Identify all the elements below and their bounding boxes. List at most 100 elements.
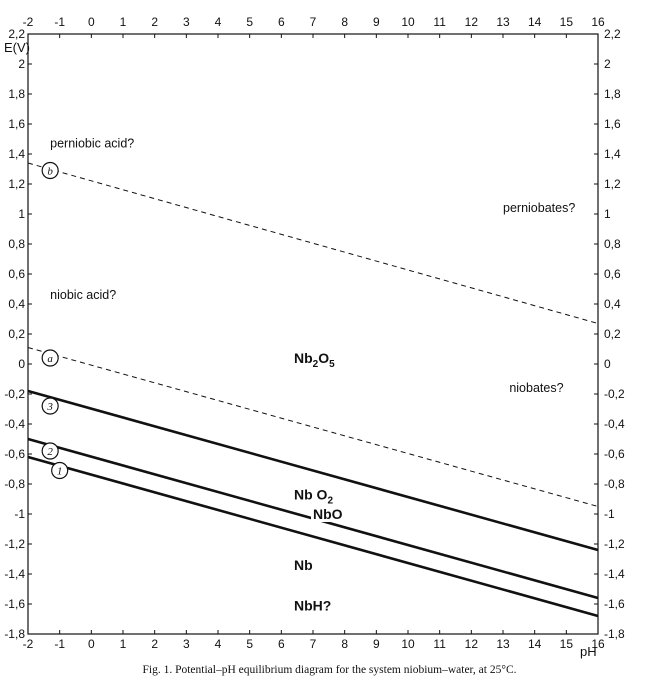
x-tick-label-bottom: 2 [151, 637, 158, 651]
line-label-circle-2 [41, 442, 59, 460]
y-tick-label-left: -0,8 [4, 477, 25, 491]
x-tick-label-bottom: 13 [496, 637, 510, 651]
species-label-bg [292, 557, 315, 573]
y-tick-label-left: -1,8 [4, 627, 25, 641]
y-tick-label-left: 0,8 [8, 237, 25, 251]
x-tick-label-bottom: 10 [401, 637, 415, 651]
x-tick-label-top: 2 [151, 15, 158, 29]
y-tick-label-right: 0,6 [604, 267, 621, 281]
y-tick-label-left: 1,6 [8, 117, 25, 131]
x-tick-label-bottom: 7 [310, 637, 317, 651]
x-tick-label-top: 0 [88, 15, 95, 29]
y-tick-label-left: 1 [18, 207, 25, 221]
x-tick-label-top: 8 [341, 15, 348, 29]
x-tick-label-bottom: 8 [341, 637, 348, 651]
line-label-b: b [47, 166, 53, 178]
line-label-circle-3 [41, 397, 59, 415]
species-label-bg [292, 597, 334, 614]
x-tick-label-bottom: 14 [528, 637, 542, 651]
region-label: niobates? [509, 381, 563, 395]
region-label: perniobic acid? [50, 137, 134, 151]
species-label-nb2o5: Nb2O5 [294, 350, 335, 370]
figure-caption: Fig. 1. Potential–pH equilibrium diagram… [142, 664, 517, 676]
x-tick-label-bottom: 16 [591, 637, 605, 651]
y-axis-title: E(V) [4, 40, 30, 55]
y-tick-label-right: 1 [604, 207, 611, 221]
y-tick-label-right: -1 [604, 507, 615, 521]
y-tick-label-right: -1,6 [604, 597, 625, 611]
x-tick-label-top: 5 [246, 15, 253, 29]
y-tick-label-left: 0,6 [8, 267, 25, 281]
y-tick-label-left: -1,4 [4, 567, 25, 581]
x-tick-label-bottom: 9 [373, 637, 380, 651]
x-tick-label-bottom: 4 [215, 637, 222, 651]
y-tick-label-right: -1,4 [604, 567, 625, 581]
line-1 [27, 455, 599, 618]
y-tick-label-right: 1,4 [604, 147, 621, 161]
line-label-circle-1 [51, 461, 69, 480]
species-label-nbo2: Nb O2 [294, 487, 333, 507]
x-tick-label-top: 16 [591, 15, 605, 29]
y-tick-label-right: 0,2 [604, 327, 621, 341]
y-tick-label-left: -1,6 [4, 597, 25, 611]
y-tick-label-right: 2 [604, 57, 611, 71]
species-label: NbH? [294, 598, 331, 614]
y-tick-label-left: 0,2 [8, 327, 25, 341]
y-tick-label-left: 2,2 [8, 27, 25, 41]
x-tick-label-bottom: 15 [560, 637, 574, 651]
x-tick-label-top: 3 [183, 15, 190, 29]
x-tick-label-top: 11 [433, 15, 446, 29]
y-tick-label-right: 0,4 [604, 297, 621, 311]
potential-ph-diagram: -2-2-1-100112233445566778899101011111212… [4, 15, 625, 659]
y-tick-label-right: 1,2 [604, 177, 621, 191]
y-tick-label-right: -1,8 [604, 627, 625, 641]
x-tick-label-bottom: 0 [88, 637, 95, 651]
axes-frame [27, 33, 599, 635]
plot-frame [27, 33, 599, 635]
y-tick-label-right: 0 [604, 357, 611, 371]
x-tick-label-top: 15 [560, 15, 574, 29]
y-tick-label-left: 0 [18, 357, 25, 371]
y-tick-label-right: -0,6 [604, 447, 625, 461]
species-label: NbO [313, 506, 343, 522]
y-tick-label-left: 1,2 [8, 177, 25, 191]
x-tick-label-top: 14 [528, 15, 542, 29]
line-3 [27, 389, 599, 552]
species-label-bg [311, 506, 345, 522]
line-label-circle-b [41, 161, 59, 180]
line-label-a: a [47, 353, 53, 365]
y-tick-label-right: -1,2 [604, 537, 625, 551]
y-tick-label-right: -0,2 [604, 387, 625, 401]
x-tick-label-bottom: 12 [465, 637, 479, 651]
region-label: perniobates? [503, 201, 575, 215]
line-label-1: 1 [57, 466, 63, 478]
y-tick-label-left: -1,2 [4, 537, 25, 551]
y-tick-label-left: 2 [18, 57, 25, 71]
y-tick-label-left: -1 [14, 507, 25, 521]
y-tick-label-right: 2,2 [604, 27, 621, 41]
x-axis-title: pH [580, 644, 597, 659]
y-tick-label-left: -0,6 [4, 447, 25, 461]
x-tick-label-top: 12 [465, 15, 479, 29]
y-tick-label-right: 0,8 [604, 237, 621, 251]
x-tick-label-top: 1 [120, 15, 127, 29]
y-tick-label-left: 1,8 [8, 87, 25, 101]
x-tick-label-bottom: 3 [183, 637, 190, 651]
y-tick-label-left: -0,4 [4, 417, 25, 431]
region-label: niobic acid? [50, 288, 116, 302]
x-tick-label-bottom: 11 [433, 637, 446, 651]
x-tick-label-top: 7 [310, 15, 317, 29]
x-tick-label-top: 6 [278, 15, 285, 29]
x-tick-label-bottom: 6 [278, 637, 285, 651]
y-tick-label-left: 1,4 [8, 147, 25, 161]
x-tick-label-top: -2 [23, 15, 34, 29]
y-tick-label-right: -0,8 [604, 477, 625, 491]
line-a [27, 347, 599, 507]
y-tick-label-right: 1,8 [604, 87, 621, 101]
x-tick-label-top: -1 [54, 15, 65, 29]
species-label: Nb [294, 557, 313, 573]
y-tick-label-right: 1,6 [604, 117, 621, 131]
line-label-circle-a [41, 349, 59, 367]
x-tick-label-top: 4 [215, 15, 222, 29]
x-tick-label-top: 13 [496, 15, 510, 29]
